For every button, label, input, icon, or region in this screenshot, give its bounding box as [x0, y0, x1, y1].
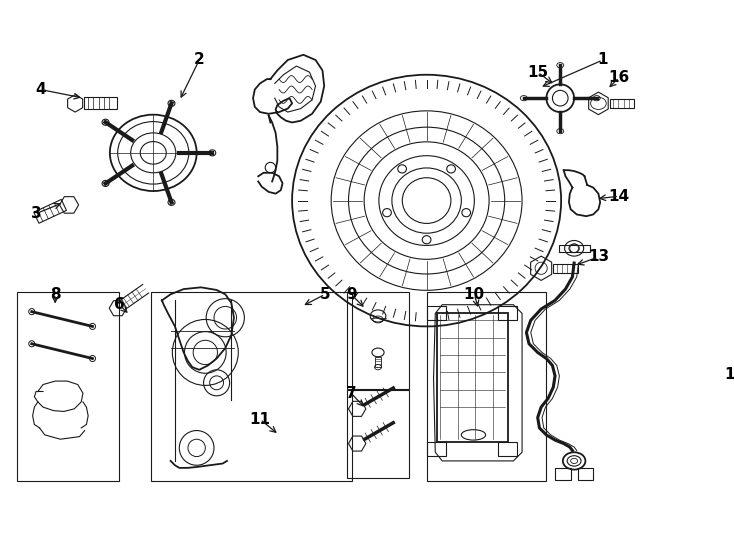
Bar	[555, 468, 570, 480]
Text: 15: 15	[527, 65, 548, 79]
Bar	[374, 357, 382, 367]
Bar	[610, 99, 634, 107]
Bar	[346, 292, 410, 389]
Text: 10: 10	[464, 287, 485, 302]
Text: 12: 12	[724, 367, 734, 382]
Text: 5: 5	[320, 287, 330, 302]
Text: 1: 1	[597, 52, 608, 68]
Bar	[498, 442, 517, 456]
Bar	[426, 306, 446, 320]
Bar	[346, 390, 410, 478]
Text: 9: 9	[346, 287, 357, 302]
Text: 2: 2	[194, 52, 205, 68]
Text: 8: 8	[50, 287, 60, 302]
Text: 16: 16	[608, 70, 630, 85]
Bar	[578, 468, 593, 480]
Text: 14: 14	[608, 189, 630, 204]
Bar	[17, 292, 120, 481]
Text: 6: 6	[114, 297, 125, 312]
Bar	[498, 306, 517, 320]
Text: 3: 3	[31, 206, 41, 221]
Bar	[437, 313, 508, 442]
Bar	[559, 245, 589, 252]
Bar	[426, 292, 546, 481]
Bar	[84, 97, 117, 110]
Bar	[426, 442, 446, 456]
Text: 13: 13	[588, 249, 609, 265]
Text: 11: 11	[250, 412, 271, 427]
Text: 4: 4	[35, 82, 46, 97]
Text: 7: 7	[346, 386, 357, 401]
Bar	[150, 292, 352, 481]
Bar	[553, 264, 578, 273]
